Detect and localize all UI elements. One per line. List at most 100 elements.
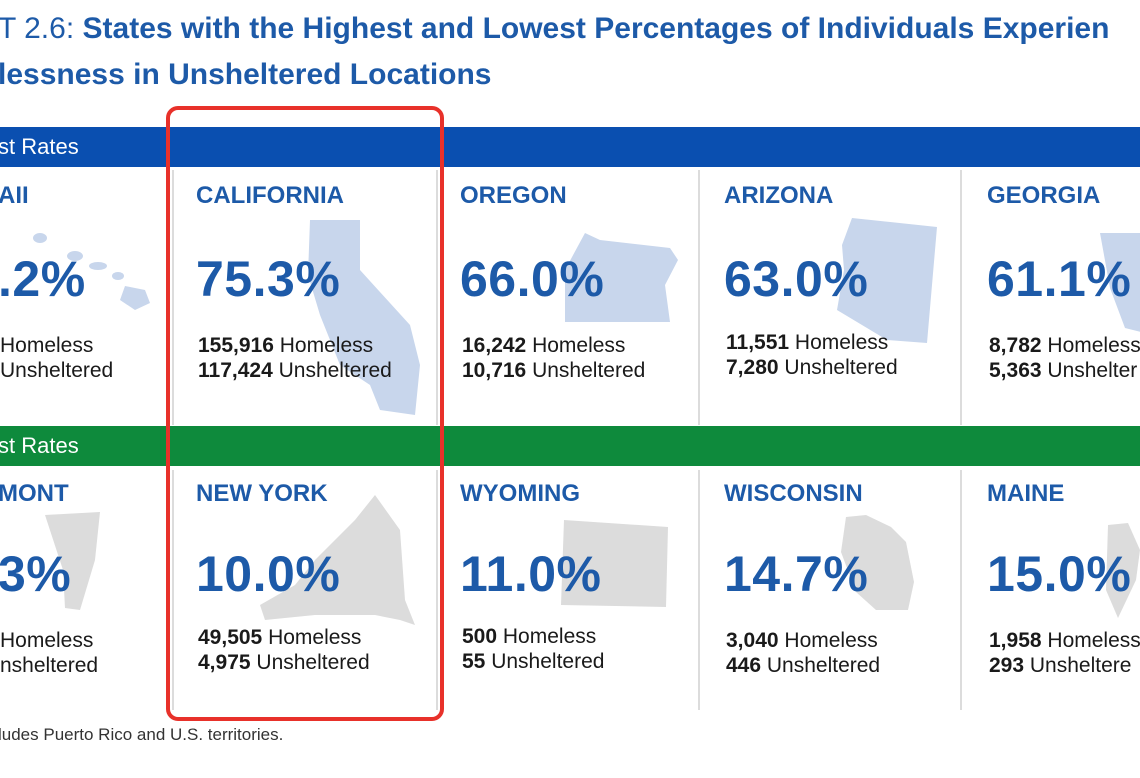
state-stats: 11,551 Homeless 7,280 Unsheltered (726, 330, 898, 380)
unsheltered-percent: 61.1% (987, 251, 1132, 307)
unsheltered-count: 5,363 (989, 359, 1042, 382)
homeless-label: Homeless (0, 629, 94, 652)
unsheltered-label: Unsheltered (526, 359, 646, 382)
homeless-count-line: 16,242 Homeless (462, 333, 645, 358)
state-silhouette-icon (560, 230, 680, 330)
footnote: ludes Puerto Rico and U.S. territories. (0, 725, 284, 744)
homeless-count: 1,958 (989, 629, 1042, 652)
unsheltered-count-line: 10,716 Unsheltered (462, 358, 645, 383)
unsheltered-count-line: 446 Unsheltered (726, 653, 880, 678)
state-silhouette-icon (300, 215, 430, 425)
state-silhouette-icon (832, 215, 942, 350)
state-silhouette-icon (20, 228, 155, 318)
homeless-count-line: 3,040 Homeless (726, 628, 880, 653)
lowest-rates-band: st Rates (0, 426, 1140, 466)
unsheltered-count-line: 117,424 Unsheltered (198, 358, 392, 383)
state-name: MONT (0, 480, 69, 507)
homeless-count-line: 49,505 Homeless (198, 625, 370, 650)
homeless-count: 16,242 (462, 334, 527, 357)
state-stats: 8,782 Homeless 5,363 Unshelter (989, 333, 1140, 383)
title-label: T 2.6: (0, 12, 75, 45)
homeless-label: Homeless (789, 331, 889, 354)
state-stats: 16,242 Homeless 10,716 Unsheltered (462, 333, 645, 383)
state-silhouette-icon (1095, 228, 1140, 343)
state-silhouette-icon (255, 490, 420, 635)
unsheltered-count: 7,280 (726, 356, 779, 379)
highest-rates-label: st Rates (0, 134, 79, 159)
unsheltered-count: 55 (462, 650, 486, 673)
unsheltered-label: Unsheltered (485, 650, 605, 673)
highest-rates-band: st Rates (0, 127, 1140, 167)
unsheltered-count: 4,975 (198, 651, 251, 674)
homeless-count: 500 (462, 625, 498, 648)
state-stats: 500 Homeless 55 Unsheltered (462, 624, 604, 674)
homeless-count-line: 1,958 Homeless (989, 628, 1140, 653)
state-stats: Homeless nsheltered (0, 628, 98, 678)
lowest-rates-label: st Rates (0, 433, 79, 458)
state-name: MAINE (987, 480, 1065, 507)
state-name: AII (0, 182, 29, 209)
unsheltered-count-line: 7,280 Unsheltered (726, 355, 898, 380)
homeless-label: Homeless (273, 334, 374, 357)
state-name: GEORGIA (987, 182, 1101, 209)
unsheltered-label: Unsheltered (250, 651, 370, 674)
homeless-label: Homeless (497, 625, 597, 648)
unsheltered-count: 117,424 (198, 359, 273, 382)
unsheltered-count-line: 4,975 Unsheltered (198, 650, 370, 675)
homeless-count: 49,505 (198, 626, 263, 649)
unsheltered-percent: 63.0% (724, 251, 869, 307)
california-newyork-highlight (166, 106, 444, 721)
unsheltered-count-line: 5,363 Unshelter (989, 358, 1140, 383)
lowest-divider (960, 470, 962, 710)
state-silhouette-icon (836, 512, 916, 617)
unsheltered-count-line: Unsheltered (0, 358, 113, 383)
homeless-count-line: 155,916 Homeless (198, 333, 392, 358)
state-stats: 1,958 Homeless 293 Unsheltere (989, 628, 1140, 678)
unsheltered-percent: 15.0% (987, 546, 1132, 602)
state-name: WISCONSIN (724, 480, 863, 507)
unsheltered-count-line: nsheltered (0, 653, 98, 678)
unsheltered-label: Unsheltered (0, 359, 114, 382)
lowest-divider (436, 470, 438, 710)
state-silhouette-icon (556, 517, 671, 614)
state-stats: Homeless Unsheltered (0, 333, 113, 383)
homeless-label: Homeless (1041, 334, 1140, 357)
homeless-label: Homeless (778, 629, 878, 652)
homeless-count: 11,551 (726, 331, 790, 354)
homeless-count-line: Homeless (0, 333, 113, 358)
unsheltered-percent: 14.7% (724, 546, 869, 602)
highest-divider (172, 170, 174, 425)
unsheltered-count-line: 55 Unsheltered (462, 649, 604, 674)
title-text-1: States with the Highest and Lowest Perce… (82, 12, 1110, 45)
state-silhouette-icon (35, 510, 105, 620)
unsheltered-count-line: 293 Unsheltere (989, 653, 1140, 678)
state-stats: 3,040 Homeless 446 Unsheltered (726, 628, 880, 678)
state-name: WYOMING (460, 480, 580, 507)
homeless-label: Homeless (526, 334, 626, 357)
unsheltered-count: 446 (726, 654, 762, 677)
unsheltered-label: Unsheltered (761, 654, 881, 677)
highest-divider (436, 170, 438, 425)
unsheltered-percent: 66.0% (460, 251, 605, 307)
state-name: CALIFORNIA (196, 182, 344, 209)
unsheltered-label: nsheltered (0, 654, 99, 677)
state-name: OREGON (460, 182, 567, 209)
chart-title: T 2.6: States with the Highest and Lowes… (0, 6, 1140, 98)
unsheltered-label: Unshelter (1041, 359, 1138, 382)
homeless-count-line: Homeless (0, 628, 98, 653)
state-stats: 49,505 Homeless 4,975 Unsheltered (198, 625, 370, 675)
state-name: NEW YORK (196, 480, 328, 507)
lowest-divider (172, 470, 174, 710)
unsheltered-percent: 3% (0, 546, 72, 602)
unsheltered-label: Unsheltered (778, 356, 898, 379)
homeless-count-line: 8,782 Homeless (989, 333, 1140, 358)
state-stats: 155,916 Homeless 117,424 Unsheltered (198, 333, 392, 383)
homeless-label: Homeless (262, 626, 362, 649)
unsheltered-count: 10,716 (462, 359, 527, 382)
state-silhouette-icon (1098, 520, 1140, 625)
unsheltered-percent: .2% (0, 251, 86, 307)
highest-divider (960, 170, 962, 425)
homeless-label: Homeless (0, 334, 94, 357)
homeless-label: Homeless (1041, 629, 1140, 652)
homeless-count-line: 11,551 Homeless (726, 330, 898, 355)
